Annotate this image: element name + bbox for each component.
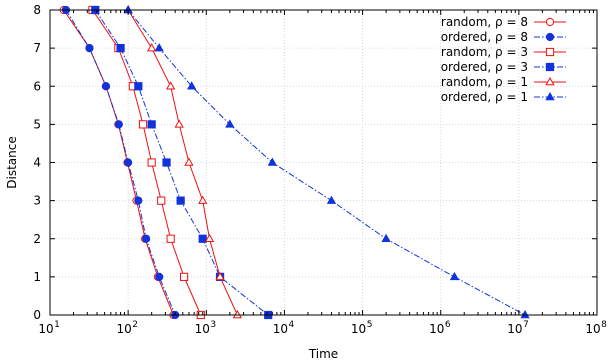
x-tick-label-exponent: 5: [367, 320, 373, 330]
x-tick-label: 10 8: [585, 320, 607, 336]
x-tick-label-base: 10: [38, 322, 53, 336]
x-tick-label: 10 2: [117, 320, 139, 336]
data-point: [166, 81, 176, 90]
data-point: [520, 309, 530, 319]
x-tick-label-base: 10: [585, 322, 600, 336]
series-layer: [59, 4, 530, 320]
x-tick-label-base: 10: [429, 322, 444, 336]
data-point: [142, 234, 151, 243]
x-tick-label: 10 1: [38, 320, 60, 336]
data-point: [157, 196, 166, 205]
legend-label: random, ρ = 1: [441, 75, 528, 89]
data-point: [134, 82, 143, 91]
y-tick-label: 6: [33, 79, 41, 93]
legend-entry: random, ρ = 1: [441, 75, 566, 89]
y-tick-label: 7: [33, 41, 41, 55]
data-point: [267, 157, 277, 166]
y-tick-label: 0: [33, 308, 41, 322]
x-tick-label-base: 10: [117, 322, 132, 336]
legend-marker: [545, 32, 555, 42]
data-point: [381, 233, 391, 243]
y-tick-label: 1: [33, 270, 41, 284]
data-point: [225, 119, 235, 128]
legend-marker: [545, 17, 555, 27]
legend-label: random, ρ = 3: [441, 45, 528, 59]
data-point: [147, 120, 156, 129]
series-6: [123, 4, 530, 319]
data-point: [116, 44, 125, 53]
data-point: [176, 196, 185, 205]
x-tick-label: 10 3: [195, 320, 217, 336]
y-axis-label: Distance: [5, 136, 19, 188]
legend-entry: random, ρ = 8: [441, 15, 566, 29]
legend-label: ordered, ρ = 1: [441, 90, 528, 104]
data-point: [449, 271, 460, 281]
y-tick-label: 3: [33, 194, 41, 208]
legend-entry: ordered, ρ = 1: [441, 90, 566, 104]
data-point: [124, 158, 133, 167]
data-point: [147, 43, 157, 52]
data-point: [179, 272, 189, 281]
data-point: [215, 271, 225, 281]
data-point: [85, 44, 94, 53]
data-point: [326, 195, 337, 204]
x-tick-label-exponent: 6: [445, 320, 451, 330]
legend-label: random, ρ = 8: [441, 15, 528, 29]
x-tick-label-base: 10: [195, 322, 210, 336]
legend-label: ordered, ρ = 3: [441, 60, 528, 74]
x-tick-label-exponent: 3: [210, 320, 216, 330]
data-point: [232, 309, 243, 319]
legend-marker: [545, 47, 555, 57]
x-axis-label: Time: [308, 347, 338, 361]
grid: [50, 10, 597, 315]
x-tick-label: 10 7: [507, 320, 529, 336]
x-tick-label-base: 10: [351, 322, 366, 336]
legend-entry: ordered, ρ = 8: [441, 30, 566, 44]
x-tick-label: 10 5: [351, 320, 373, 336]
x-tick-label-base: 10: [507, 322, 522, 336]
legend-entry: random, ρ = 3: [441, 45, 566, 59]
x-tick-label-exponent: 4: [289, 320, 295, 330]
x-tick-label-exponent: 7: [523, 320, 529, 330]
data-point: [174, 119, 184, 128]
legend-marker: [545, 76, 555, 86]
y-tick-label: 5: [33, 117, 41, 131]
data-point: [184, 157, 194, 166]
data-point: [138, 120, 148, 129]
legend-entry: ordered, ρ = 3: [441, 60, 566, 74]
x-tick-label-exponent: 2: [132, 320, 138, 330]
y-tick-label: 2: [33, 232, 41, 246]
x-tick-label: 10 4: [273, 320, 295, 336]
data-point: [162, 158, 171, 167]
data-point: [198, 195, 208, 204]
data-point: [166, 234, 175, 243]
data-point: [101, 82, 111, 91]
x-tick-label: 10 6: [429, 320, 451, 336]
y-tick-label: 4: [33, 156, 41, 170]
data-point: [134, 196, 143, 205]
data-point: [204, 233, 215, 243]
x-tick-label-exponent: 1: [54, 320, 60, 330]
x-tick-label-base: 10: [273, 322, 288, 336]
legend-marker: [545, 91, 555, 101]
y-tick-label: 8: [33, 3, 41, 17]
data-point: [155, 272, 164, 281]
data-point: [198, 234, 207, 243]
data-point: [187, 81, 197, 90]
data-point: [147, 158, 156, 167]
x-tick-label-exponent: 8: [601, 320, 607, 330]
legend-label: ordered, ρ = 8: [441, 30, 528, 44]
data-point: [114, 120, 123, 129]
data-point: [154, 43, 164, 52]
legend-marker: [545, 62, 555, 72]
